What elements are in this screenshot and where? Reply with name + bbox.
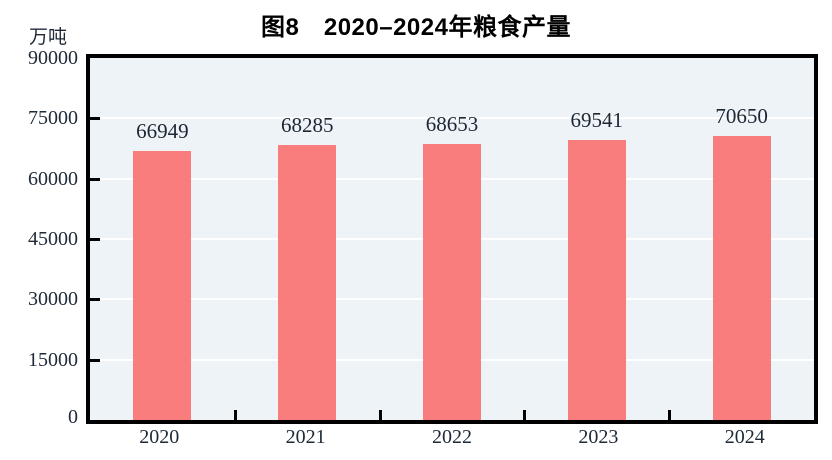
y-tick-label-30000: 30000	[28, 288, 78, 310]
bars-container: 66949 68285 68653 69541 70650	[90, 58, 814, 420]
x-axis-tick-labels: 2020 2021 2022 2023 2024	[86, 426, 818, 449]
bar-2023	[567, 140, 626, 420]
bar-group-2020: 66949	[90, 58, 235, 420]
bar-2021	[278, 145, 337, 420]
y-tick-label-0: 0	[68, 406, 78, 428]
x-axis-tick	[378, 410, 382, 420]
bar-group-2022: 68653	[380, 58, 525, 420]
x-tick-label-2021: 2021	[285, 426, 326, 448]
bar-group-2023: 69541	[524, 58, 669, 420]
bar-group-2021: 68285	[235, 58, 380, 420]
bar-2022	[422, 143, 481, 420]
bar-value-label-2024: 70650	[715, 103, 768, 128]
bar-value-label-2022: 68653	[425, 111, 479, 136]
y-axis-tick	[90, 117, 100, 121]
x-tick-label-2024: 2024	[724, 426, 765, 448]
y-axis-tick-labels: 90000 75000 60000 45000 30000 15000 0	[0, 0, 78, 460]
x-tick-label-2023: 2023	[578, 426, 619, 448]
x-tick-label-2022: 2022	[431, 426, 472, 448]
x-axis-tick	[523, 410, 527, 420]
gridline-75000	[90, 117, 814, 120]
x-axis-tick	[668, 410, 672, 420]
bar-value-label-2021: 68285	[280, 113, 334, 138]
y-tick-label-15000: 15000	[28, 349, 78, 371]
y-axis-tick	[90, 358, 100, 362]
y-axis-tick	[90, 298, 100, 302]
y-axis-unit-label: 万吨	[29, 27, 68, 48]
chart-title: 图8 2020–2024年粮食产量	[261, 14, 571, 41]
y-axis-tick	[90, 177, 100, 181]
bar-group-2024: 70650	[669, 58, 814, 420]
y-tick-label-60000: 60000	[28, 168, 78, 190]
y-axis-tick	[90, 238, 100, 241]
bar-2024	[712, 135, 771, 420]
y-tick-label-90000: 90000	[28, 47, 78, 69]
y-tick-label-45000: 45000	[28, 228, 78, 250]
bar-value-label-2023: 69541	[570, 108, 624, 133]
bar-2020	[133, 150, 192, 420]
y-tick-label-75000: 75000	[28, 107, 78, 129]
x-axis-tick	[233, 410, 237, 420]
x-tick-label-2020: 2020	[139, 426, 180, 448]
bar-value-label-2020: 66949	[136, 118, 189, 143]
plot-area: 66949 68285 68653 69541 70650	[86, 54, 818, 424]
